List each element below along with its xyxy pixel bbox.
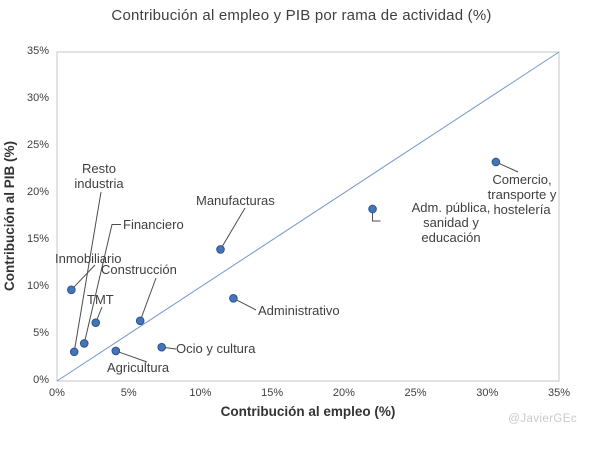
data-point-ocio-y-cultura	[157, 342, 167, 352]
leader-line-inmobiliario	[70, 264, 96, 291]
x-axis-title: Contribución al empleo (%)	[220, 404, 396, 419]
point-label-line: Ocio y cultura	[176, 341, 256, 356]
point-label-ocio-y-cultura: Ocio y cultura	[176, 341, 276, 356]
data-point-tmt	[91, 318, 101, 328]
point-label-resto-industria: Resto industria	[60, 161, 138, 191]
data-point-comercio-transporte-hosteleria	[491, 157, 501, 167]
point-label-line: educación	[421, 230, 481, 245]
leader-line-construccion	[139, 277, 157, 322]
point-label-line: Resto	[82, 161, 116, 176]
data-point-adm-publica-sanidad-educacion	[368, 204, 377, 214]
point-label-line: Inmobiliario	[55, 251, 122, 266]
data-point-resto-industria	[69, 347, 79, 357]
data-point-manufacturas	[216, 245, 225, 254]
point-label-line: Construcción	[101, 262, 177, 277]
x-tick-label: 15%	[261, 387, 284, 399]
point-label-inmobiliario: Inmobiliario	[55, 251, 140, 266]
point-label-line: Manufacturas	[196, 193, 275, 208]
y-tick-label: 35%	[26, 45, 49, 57]
x-tick-label: 30%	[476, 387, 499, 399]
y-tick-label: 25%	[26, 139, 49, 151]
y-tick-label: 5%	[33, 327, 49, 339]
point-label-line: Adm. pública,	[411, 200, 491, 215]
point-label-manufacturas: Manufacturas	[196, 193, 291, 208]
x-tick-label: 20%	[332, 387, 355, 399]
leader-line-financiero	[83, 224, 121, 344]
data-point-financiero	[79, 339, 89, 348]
y-tick-label: 20%	[26, 186, 49, 198]
leader-line-resto-industria	[73, 191, 102, 352]
chart-title: Contribución al empleo y PIB por rama de…	[111, 7, 492, 24]
point-label-line: Comercio,	[492, 172, 552, 187]
point-label-adm-publica-sanidad-educacion: Adm. pública, sanidad y educación	[409, 200, 493, 245]
data-point-inmobiliario	[67, 285, 76, 295]
point-label-line: transporte y	[487, 187, 557, 202]
x-tick-label: 10%	[189, 387, 212, 399]
plot-border	[56, 51, 560, 382]
x-tick-label: 0%	[49, 387, 65, 399]
point-label-line: industria	[74, 176, 124, 191]
point-label-line: Financiero	[123, 217, 184, 232]
point-label-financiero: Financiero	[123, 217, 198, 232]
data-point-administrativo	[229, 293, 238, 303]
point-label-line: sanidad y	[423, 215, 479, 230]
y-tick-label: 30%	[26, 92, 49, 104]
y-tick-label: 10%	[26, 280, 49, 292]
y-axis-title: Contribución al PIB (%)	[2, 141, 17, 291]
data-point-construccion	[135, 316, 145, 326]
x-tick-label: 35%	[547, 387, 571, 399]
x-tick-label: 5%	[120, 387, 137, 399]
y-tick-label: 15%	[26, 233, 49, 245]
point-label-administrativo: Administrativo	[258, 303, 358, 318]
leader-line-agricultura	[115, 350, 148, 363]
point-label-tmt: TMT	[87, 292, 121, 307]
point-label-agricultura: Agricultura	[107, 360, 187, 375]
watermark: @JavierGEc	[508, 413, 577, 425]
point-label-line: TMT	[87, 292, 114, 307]
y-tick-label: 0%	[33, 374, 49, 386]
point-label-line: Administrativo	[258, 303, 340, 318]
x-tick-label: 25%	[404, 387, 427, 399]
data-point-agricultura	[111, 346, 121, 356]
point-label-comercio-transporte-hosteleria: Comercio, transporte y hostelería	[477, 172, 567, 217]
diagonal-reference-line	[56, 51, 560, 382]
point-label-line: Agricultura	[107, 360, 170, 375]
point-label-construccion: Construcción	[101, 262, 201, 277]
point-label-line: hostelería	[493, 202, 551, 217]
leader-line-manufacturas	[220, 207, 246, 250]
